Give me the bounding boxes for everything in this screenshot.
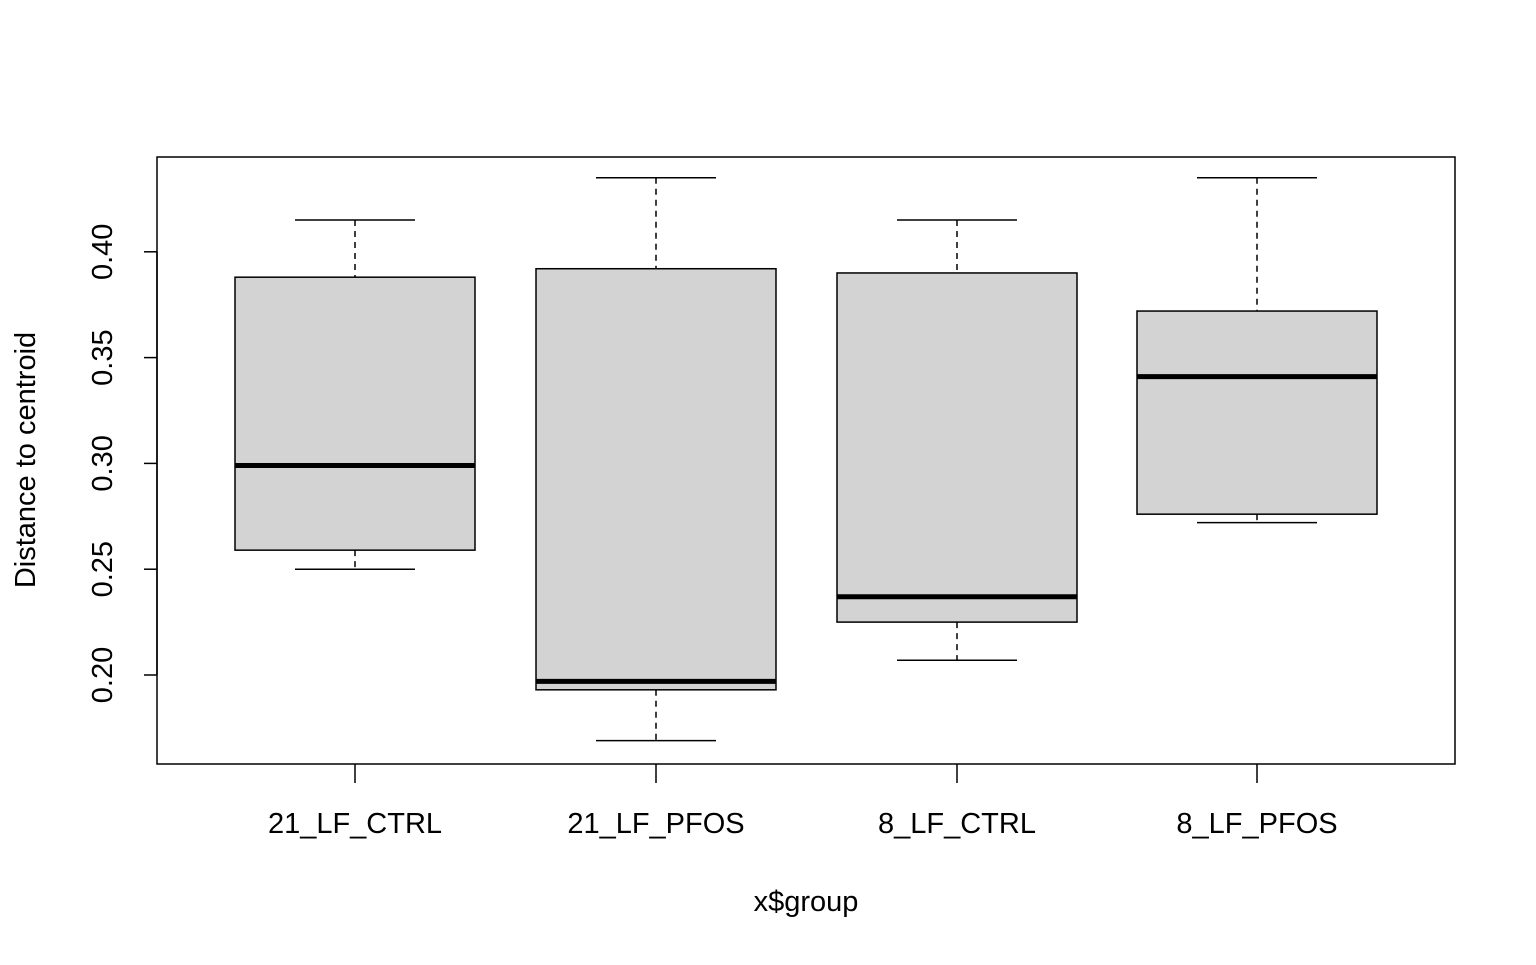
x-tick-label: 21_LF_PFOS [567, 808, 744, 840]
iqr-box [1136, 310, 1378, 515]
y-tick-label: 0.25 [87, 541, 119, 597]
x-tick-label: 8_LF_PFOS [1176, 808, 1337, 840]
y-axis-label: Distance to centroid [10, 332, 42, 588]
box-group [535, 176, 777, 742]
y-tick-label: 0.40 [87, 224, 119, 280]
y-axis: 0.20 0.25 0.30 0.35 0.40 [87, 224, 158, 703]
y-tick-label: 0.35 [87, 329, 119, 385]
x-tick-label: 21_LF_CTRL [268, 808, 442, 840]
x-tick-label: 8_LF_CTRL [878, 808, 1036, 840]
iqr-box [535, 267, 777, 691]
iqr-box [234, 276, 476, 551]
iqr-box [836, 272, 1078, 623]
x-axis: 21_LF_CTRL 21_LF_PFOS 8_LF_CTRL 8_LF_PFOS [268, 764, 1338, 840]
boxes-layer [234, 176, 1378, 742]
x-axis-label: x$group [754, 886, 859, 918]
box-group [836, 219, 1078, 661]
box-group [1136, 176, 1378, 524]
y-tick-label: 0.20 [87, 647, 119, 703]
y-tick-label: 0.30 [87, 435, 119, 491]
box-group [234, 219, 476, 570]
